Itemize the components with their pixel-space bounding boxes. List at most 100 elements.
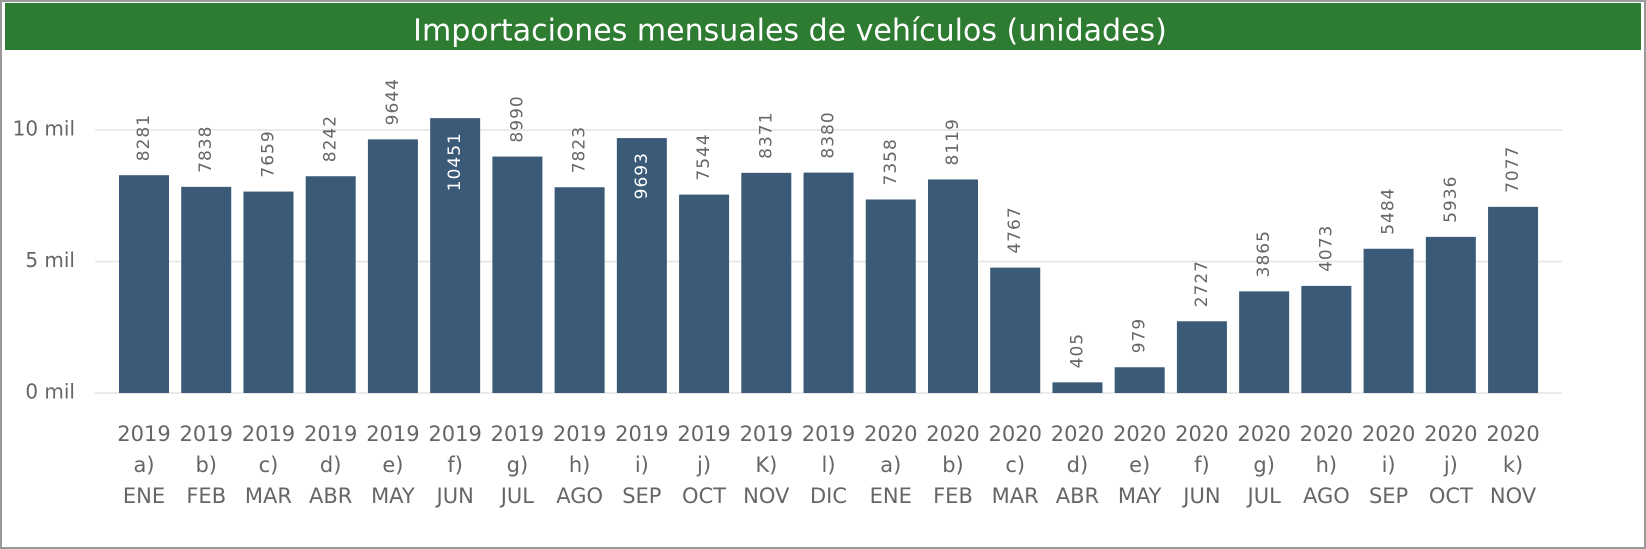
x-tick-label: f): [1194, 453, 1210, 477]
x-tick-label: FEB: [933, 484, 973, 508]
x-tick-label: MAY: [371, 484, 415, 508]
bar: [1052, 382, 1103, 393]
x-tick-label: FEB: [186, 484, 226, 508]
x-tick-label: 2020: [1237, 422, 1290, 446]
bar: [305, 176, 356, 393]
x-tick-label: i): [1382, 453, 1396, 477]
bar: [927, 179, 978, 393]
x-tick-label: 2019: [740, 422, 793, 446]
data-label: 10451: [445, 132, 465, 191]
x-tick-label: h): [569, 453, 591, 477]
data-label: 7544: [694, 133, 714, 180]
x-tick-label: 2019: [428, 422, 481, 446]
x-tick-label: ABR: [309, 484, 352, 508]
x-tick-label: j): [696, 453, 711, 477]
x-tick-label: j): [1443, 453, 1458, 477]
x-tick-label: 2019: [117, 422, 170, 446]
bar: [616, 138, 667, 393]
x-tick-label: 2019: [242, 422, 295, 446]
data-label: 9693: [632, 152, 652, 199]
title-bar: [5, 3, 1641, 50]
x-tick-label: DIC: [810, 484, 847, 508]
data-label: 3865: [1254, 230, 1274, 277]
data-label: 8242: [321, 115, 341, 162]
x-tick-label: 2019: [553, 422, 606, 446]
bar: [554, 187, 605, 393]
x-tick-label: l): [822, 453, 836, 477]
x-tick-label: AGO: [1303, 484, 1350, 508]
x-tick-label: MAR: [245, 484, 292, 508]
x-tick-label: d): [1067, 453, 1089, 477]
data-label: 7659: [258, 130, 278, 177]
x-tick-label: MAY: [1118, 484, 1162, 508]
chart-title: Importaciones mensuales de vehículos (un…: [413, 14, 1167, 49]
x-tick-label: g): [507, 453, 529, 477]
x-tick-label: a): [880, 453, 901, 477]
x-tick-label: h): [1316, 453, 1338, 477]
data-label: 405: [1067, 333, 1087, 368]
data-label: 7838: [196, 126, 216, 173]
x-tick-label: 2020: [864, 422, 917, 446]
x-tick-label: AGO: [556, 484, 603, 508]
x-tick-label: ENE: [870, 484, 912, 508]
x-tick-label: 2019: [366, 422, 419, 446]
data-label: 4073: [1316, 225, 1336, 272]
x-tick-label: 2019: [304, 422, 357, 446]
x-tick-label: NOV: [1490, 484, 1537, 508]
x-tick-label: OCT: [1429, 484, 1473, 508]
data-label: 8119: [943, 118, 963, 165]
data-label: 5484: [1379, 188, 1399, 235]
data-label: 9644: [383, 78, 403, 125]
x-tick-label: g): [1253, 453, 1275, 477]
bar: [990, 267, 1041, 393]
x-tick-label: d): [320, 453, 342, 477]
data-label: 5936: [1441, 176, 1461, 223]
x-tick-label: 2020: [1113, 422, 1166, 446]
bar: [1488, 206, 1539, 393]
x-tick-label: NOV: [743, 484, 790, 508]
x-tick-label: SEP: [622, 484, 661, 508]
x-tick-label: JUN: [435, 484, 474, 508]
x-tick-label: SEP: [1369, 484, 1408, 508]
bar: [803, 172, 854, 393]
x-tick-label: a): [133, 453, 154, 477]
x-tick-label: c): [259, 453, 279, 477]
bar: [367, 139, 418, 393]
x-tick-label: JUL: [1246, 484, 1282, 508]
data-label: 7077: [1503, 146, 1523, 193]
x-tick-label: b): [942, 453, 964, 477]
bar: [1425, 236, 1476, 393]
bar: [1363, 248, 1414, 393]
x-tick-label: f): [447, 453, 463, 477]
x-tick-label: JUL: [499, 484, 535, 508]
bar: [243, 191, 294, 393]
x-tick-label: 2020: [1300, 422, 1353, 446]
x-tick-label: 2020: [1424, 422, 1477, 446]
x-tick-label: ENE: [123, 484, 165, 508]
data-label: 8281: [134, 114, 154, 161]
x-tick-label: 2019: [180, 422, 233, 446]
x-tick-label: ABR: [1056, 484, 1099, 508]
bar: [1114, 367, 1165, 393]
x-tick-label: b): [195, 453, 217, 477]
bar: [1239, 291, 1290, 393]
x-tick-label: 2020: [988, 422, 1041, 446]
bar: [679, 194, 730, 393]
x-tick-label: c): [1005, 453, 1025, 477]
x-tick-label: 2020: [1051, 422, 1104, 446]
x-tick-label: MAR: [992, 484, 1039, 508]
x-tick-label: 2020: [1486, 422, 1539, 446]
x-tick-label: k): [1503, 453, 1523, 477]
y-tick-label: 0 mil: [25, 380, 75, 404]
x-tick-label: e): [1129, 453, 1150, 477]
x-tick-label: 2020: [926, 422, 979, 446]
bar: [1176, 321, 1227, 393]
x-tick-label: JUN: [1181, 484, 1220, 508]
x-tick-label: 2019: [677, 422, 730, 446]
x-tick-label: 2020: [1362, 422, 1415, 446]
data-label: 8371: [756, 112, 776, 159]
x-tick-label: i): [635, 453, 649, 477]
bar: [119, 175, 169, 393]
data-label: 7823: [570, 126, 590, 173]
